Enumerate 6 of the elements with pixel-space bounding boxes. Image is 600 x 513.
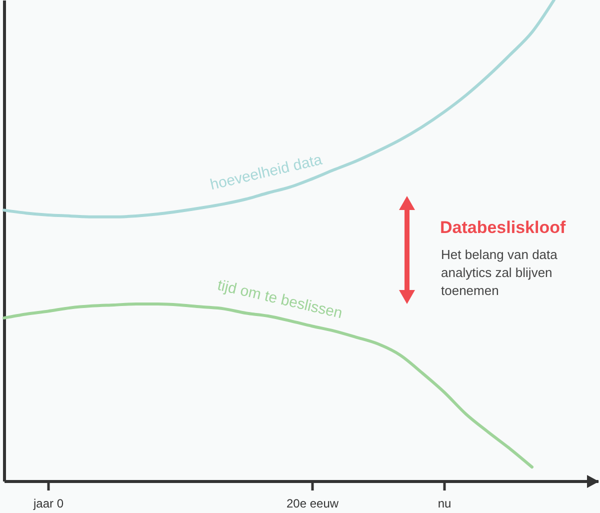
annotation: Databesliskloof <box>440 218 566 238</box>
x-tick-label: nu <box>438 496 452 510</box>
text: tijd om te beslissen <box>216 276 344 322</box>
x-tick-label: jaar 0 <box>32 496 64 510</box>
x-tick-label: 20e eeuw <box>286 496 339 510</box>
annotation: Het belang van data analytics zal blijven toenemen <box>441 246 558 300</box>
